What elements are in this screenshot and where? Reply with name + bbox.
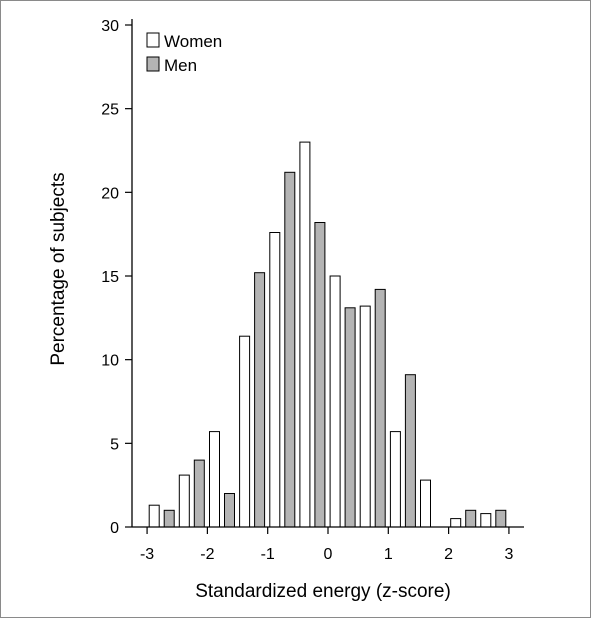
- bar-women-3: [239, 335, 251, 528]
- bar-women-2: [209, 431, 220, 528]
- bar-men-2: [224, 493, 235, 528]
- bar-women-1: [178, 474, 190, 528]
- x-tick-label-0: -3: [140, 546, 154, 563]
- x-tick-label-6: 3: [504, 546, 513, 563]
- y-tick-label-6: 30: [101, 18, 119, 35]
- x-tick-label-4: 1: [384, 546, 393, 563]
- legend-swatch-men: [146, 56, 160, 72]
- y-tick-label-2: 10: [101, 353, 119, 370]
- bar-men-1: [193, 459, 205, 528]
- x-axis-label: Standardized energy (z-score): [195, 581, 451, 602]
- bar-women-10: [450, 518, 462, 528]
- bar-men-3: [254, 272, 266, 528]
- legend-label-men: Men: [164, 56, 197, 75]
- axes-layer: 0 5 10 15 20 25 30 -3 -2 -1 0 1 2 3: [101, 18, 524, 563]
- legend-label-women: Women: [164, 32, 222, 51]
- bars-layer: [148, 141, 507, 528]
- bar-men-5: [314, 222, 326, 528]
- bar-women-8: [389, 431, 401, 528]
- bar-men-11: [495, 509, 507, 528]
- bar-men-10: [465, 509, 477, 528]
- bar-women-5: [299, 141, 311, 528]
- y-tick-label-3: 15: [101, 269, 119, 286]
- bar-men-6: [344, 307, 356, 528]
- y-tick-label-0: 0: [110, 520, 119, 537]
- y-tick-label-1: 5: [110, 436, 119, 453]
- legend-swatch-women: [146, 32, 160, 48]
- bar-men-0: [163, 509, 175, 528]
- x-tick-label-3: 0: [324, 546, 333, 563]
- bar-women-0: [148, 504, 160, 528]
- bar-women-4: [269, 232, 281, 528]
- bar-women-11: [480, 513, 492, 528]
- bar-men-4: [284, 171, 296, 528]
- y-axis-label: Percentage of subjects: [48, 172, 69, 365]
- y-tick-label-5: 25: [101, 102, 119, 119]
- x-tick-label-1: -2: [200, 546, 214, 563]
- bar-women-9: [420, 479, 431, 528]
- bar-men-7: [374, 288, 386, 528]
- bar-women-6: [329, 275, 341, 528]
- bar-women-7: [359, 305, 371, 528]
- x-tick-label-5: 2: [444, 546, 453, 563]
- y-tick-label-4: 20: [101, 185, 119, 202]
- bar-men-8: [404, 374, 416, 528]
- legend: Women Men: [146, 32, 222, 75]
- x-tick-label-2: -1: [261, 546, 275, 563]
